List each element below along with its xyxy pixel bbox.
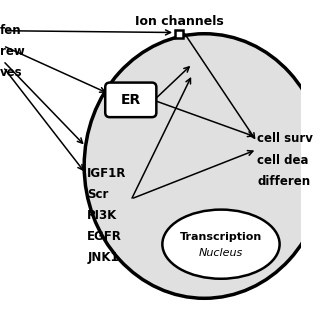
Text: ves: ves	[0, 66, 23, 79]
Text: rew: rew	[0, 45, 25, 58]
Text: fen: fen	[0, 24, 22, 37]
Text: EGFR: EGFR	[87, 230, 122, 243]
Text: Scr: Scr	[87, 188, 108, 201]
Ellipse shape	[84, 34, 320, 298]
Text: IGF1R: IGF1R	[87, 167, 127, 180]
FancyBboxPatch shape	[105, 83, 156, 117]
Text: cell surv: cell surv	[257, 132, 313, 146]
Ellipse shape	[162, 210, 280, 279]
Bar	[175, 29, 183, 38]
Text: JNK1: JNK1	[87, 251, 119, 264]
Text: ER: ER	[121, 93, 141, 107]
Text: PI3K: PI3K	[87, 209, 117, 222]
Text: cell dea: cell dea	[257, 154, 308, 166]
Text: Ion channels: Ion channels	[134, 15, 223, 28]
Text: Nucleus: Nucleus	[199, 248, 243, 258]
Text: Transcription: Transcription	[180, 232, 262, 242]
Text: differen: differen	[257, 174, 310, 188]
